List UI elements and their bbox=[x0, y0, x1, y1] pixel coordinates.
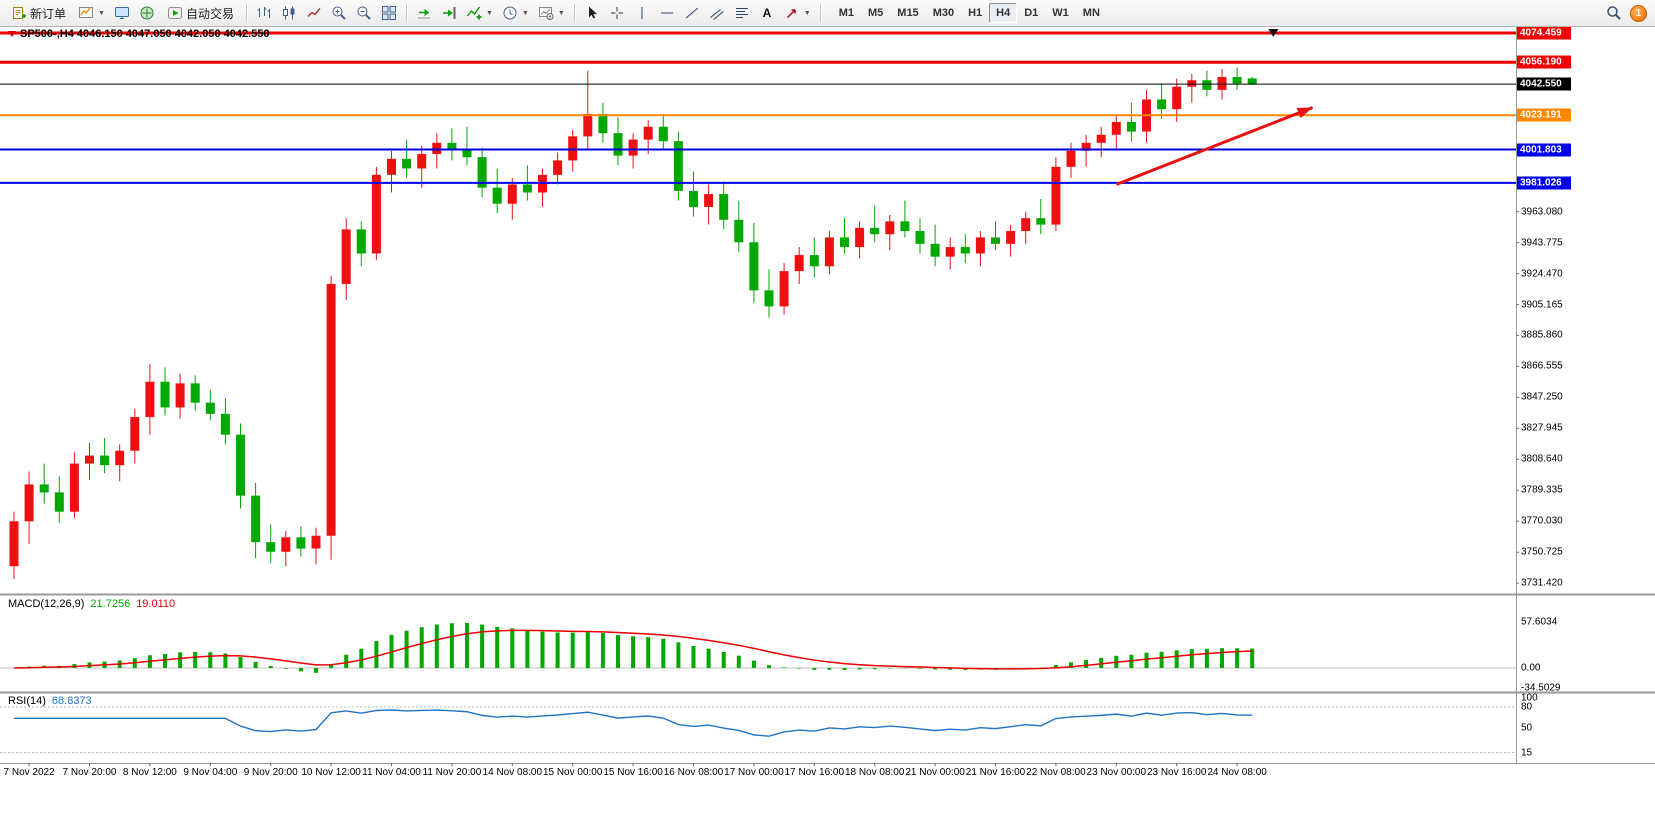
toolbar-separator bbox=[245, 4, 247, 22]
timeframe-button-m5[interactable]: M5 bbox=[861, 3, 890, 23]
line-chart-icon bbox=[306, 5, 322, 21]
tile-windows-icon bbox=[381, 5, 397, 21]
search-icon bbox=[1606, 5, 1622, 21]
auto-scroll-icon bbox=[416, 5, 432, 21]
timeframe-button-h1[interactable]: H1 bbox=[961, 3, 989, 23]
toolbar-right-tools: 1 bbox=[1602, 2, 1651, 24]
cursor-button[interactable] bbox=[580, 2, 604, 24]
timeframe-button-h4[interactable]: H4 bbox=[989, 3, 1018, 23]
timeframe-button-m1[interactable]: M1 bbox=[832, 3, 861, 23]
market-watch-icon bbox=[114, 5, 130, 21]
new-order-label: 新订单 bbox=[30, 6, 67, 21]
chart-shift-icon bbox=[441, 5, 457, 21]
autotrading-label: 自动交易 bbox=[185, 6, 234, 21]
timeframe-button-d1[interactable]: D1 bbox=[1017, 3, 1045, 23]
candlestick-series bbox=[9, 67, 1257, 580]
auto-scroll-button[interactable] bbox=[412, 2, 436, 24]
text-tool-button[interactable]: A bbox=[755, 2, 779, 24]
channel-button[interactable] bbox=[705, 2, 729, 24]
horizontal-line-icon bbox=[659, 5, 675, 21]
notification-badge[interactable]: 1 bbox=[1630, 4, 1647, 22]
toolbar-separator bbox=[819, 4, 821, 22]
cursor-icon bbox=[584, 5, 600, 21]
horizontal-line-button[interactable] bbox=[655, 2, 679, 24]
fibonacci-icon bbox=[734, 5, 750, 21]
zoom-in-button[interactable] bbox=[327, 2, 351, 24]
dropdown-caret-icon: ▼ bbox=[521, 9, 529, 17]
time-axis[interactable] bbox=[0, 764, 1516, 786]
indicators-icon bbox=[466, 5, 482, 21]
dropdown-caret-icon: ▼ bbox=[557, 9, 565, 17]
templates-button[interactable]: ▼ bbox=[534, 2, 569, 24]
line-chart-button[interactable] bbox=[302, 2, 326, 24]
autotrading-button[interactable]: 自动交易 bbox=[160, 2, 241, 24]
trend-arrow-head bbox=[1296, 107, 1313, 119]
new-order-button[interactable]: 新订单 bbox=[4, 2, 73, 24]
time-marker[interactable] bbox=[1268, 29, 1279, 37]
macd-histogram bbox=[27, 622, 1255, 673]
macd-signal-line bbox=[13, 629, 1253, 670]
new-chart-icon bbox=[78, 5, 94, 21]
vertical-line-button[interactable] bbox=[630, 2, 654, 24]
dropdown-caret-icon: ▼ bbox=[98, 9, 105, 17]
timeframe-group: M1 M5 M15 M30 H1 H4 D1 W1 MN bbox=[832, 3, 1107, 23]
zoom-out-icon bbox=[356, 5, 372, 21]
toolbar: 新订单 ▼ 自动交易 bbox=[0, 0, 1655, 27]
timeframe-button-m30[interactable]: M30 bbox=[926, 3, 961, 23]
new-order-icon bbox=[11, 5, 27, 21]
search-button[interactable] bbox=[1602, 2, 1626, 24]
crosshair-icon bbox=[609, 5, 625, 21]
trendline-button[interactable] bbox=[680, 2, 704, 24]
price-scale[interactable] bbox=[1516, 27, 1655, 764]
vertical-line-icon bbox=[634, 5, 650, 21]
text-tool-icon: A bbox=[759, 5, 775, 21]
dropdown-caret-icon: ▼ bbox=[485, 9, 493, 17]
autotrading-icon bbox=[167, 5, 183, 21]
zoom-out-button[interactable] bbox=[352, 2, 376, 24]
trend-arrow-line[interactable] bbox=[1115, 106, 1314, 186]
notification-count: 1 bbox=[1635, 7, 1642, 19]
templates-icon bbox=[538, 5, 554, 21]
periods-button[interactable]: ▼ bbox=[498, 2, 533, 24]
tile-windows-button[interactable] bbox=[377, 2, 401, 24]
dropdown-caret-icon: ▼ bbox=[803, 9, 811, 17]
periods-icon bbox=[502, 5, 518, 21]
svg-text:A: A bbox=[762, 6, 771, 20]
market-watch-button[interactable] bbox=[110, 2, 134, 24]
arrows-tool-icon bbox=[784, 5, 800, 21]
toolbar-separator bbox=[573, 4, 575, 22]
rsi-line bbox=[14, 709, 1253, 737]
candlestick-chart-button[interactable] bbox=[277, 2, 301, 24]
zoom-in-icon bbox=[331, 5, 347, 21]
candlestick-chart-icon bbox=[281, 5, 297, 21]
arrows-tool-button[interactable]: ▼ bbox=[780, 2, 815, 24]
bar-chart-icon bbox=[256, 5, 272, 21]
crosshair-button[interactable] bbox=[605, 2, 629, 24]
channel-icon bbox=[709, 5, 725, 21]
chart-shift-button[interactable] bbox=[437, 2, 461, 24]
timeframe-button-w1[interactable]: W1 bbox=[1045, 3, 1076, 23]
new-chart-button[interactable]: ▼ bbox=[74, 2, 109, 24]
toolbar-separator bbox=[405, 4, 407, 22]
timeframe-button-mn[interactable]: MN bbox=[1076, 3, 1107, 23]
indicators-button[interactable]: ▼ bbox=[462, 2, 497, 24]
navigator-button[interactable] bbox=[135, 2, 159, 24]
trendline-icon bbox=[684, 5, 700, 21]
fibonacci-button[interactable] bbox=[730, 2, 754, 24]
bar-chart-button[interactable] bbox=[252, 2, 276, 24]
navigator-icon bbox=[139, 5, 155, 21]
timeframe-button-m15[interactable]: M15 bbox=[890, 3, 925, 23]
